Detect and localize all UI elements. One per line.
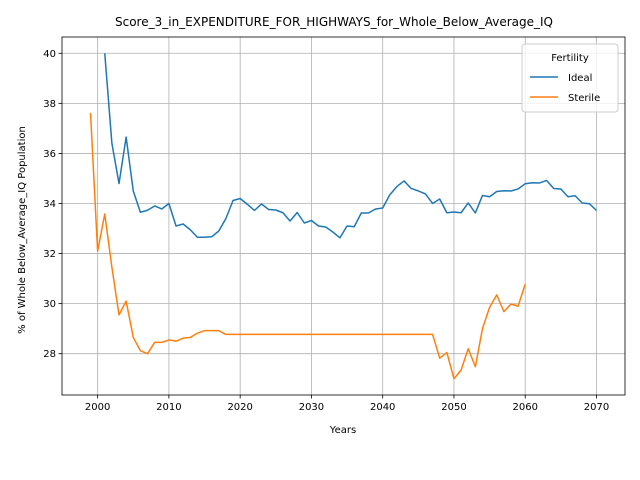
legend-label-sterile: Sterile	[568, 93, 600, 104]
y-tick-label: 34	[43, 199, 56, 210]
y-tick-label: 32	[43, 249, 56, 260]
x-tick-label: 2050	[441, 402, 466, 413]
x-tick-label: 2040	[370, 402, 395, 413]
y-tick-label: 28	[43, 349, 56, 360]
y-axis-ticks: 28 30 32 34 36 38 40	[43, 49, 62, 360]
legend-box	[521, 43, 619, 113]
chart-title: Score_3_in_EXPENDITURE_FOR_HIGHWAYS_for_…	[115, 15, 553, 29]
x-tick-label: 2060	[513, 402, 538, 413]
legend: Fertility Ideal Sterile	[521, 43, 619, 113]
legend-title: Fertility	[551, 53, 589, 64]
y-tick-label: 36	[43, 149, 56, 160]
series-line-sterile	[89, 112, 526, 380]
x-tick-label: 2030	[299, 402, 324, 413]
y-tick-label: 30	[43, 299, 56, 310]
x-tick-label: 2000	[85, 402, 110, 413]
y-tick-label: 38	[43, 99, 56, 110]
y-tick-label: 40	[43, 49, 56, 60]
plot-area-frame	[61, 36, 626, 396]
x-axis-ticks: 2000 2010 2020 2030 2040 2050 2060 2070	[85, 395, 609, 413]
x-tick-label: 2010	[156, 402, 181, 413]
series-layer	[89, 53, 598, 380]
legend-label-ideal: Ideal	[568, 73, 592, 84]
y-axis-label: % of Whole Below_Average_IQ Population	[17, 126, 28, 334]
x-tick-label: 2020	[227, 402, 252, 413]
series-line-ideal	[104, 53, 598, 239]
x-axis-label: Years	[329, 425, 356, 436]
x-tick-label: 2070	[584, 402, 609, 413]
